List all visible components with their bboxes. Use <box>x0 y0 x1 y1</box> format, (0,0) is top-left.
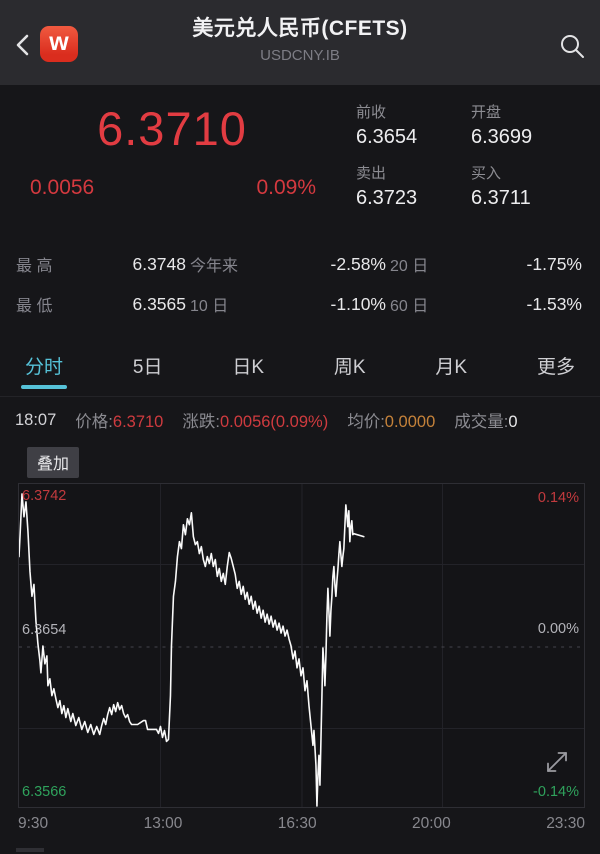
price-polyline <box>19 493 365 807</box>
search-button[interactable] <box>558 32 586 60</box>
quote-main: 6.3710 0.0056 0.09% <box>14 101 330 230</box>
last-price: 6.3710 <box>97 102 247 155</box>
field-value: 6.3723 <box>356 187 418 209</box>
wind-logo-letter: w <box>49 28 69 56</box>
tick-volume-label: 成交量: <box>454 413 509 431</box>
tick-price: 价格:6.3710 <box>75 408 163 432</box>
back-button[interactable] <box>8 28 38 62</box>
stat-label-high: 最 高 <box>16 258 53 275</box>
quote-field-bid: 买入 6.3711 <box>471 162 586 210</box>
header-titles: 美元兑人民币(CFETS) USDCNY.IB <box>0 12 600 64</box>
stats-row-2: 最 低 6.3565 10 日 -1.10% 60 日 -1.53% <box>16 284 586 324</box>
stats-section: 最 高 6.3748 今年来 -2.58% 20 日 -1.75% 最 低 6.… <box>0 230 600 335</box>
stat-value-10d: -1.10% <box>330 293 386 314</box>
chart-mid-pct-label: 0.00% <box>537 621 579 637</box>
field-value: 6.3654 <box>356 126 418 148</box>
quote-field-open: 开盘 6.3699 <box>471 101 586 149</box>
tick-price-value: 6.3710 <box>112 413 164 431</box>
stat-label-60d: 60 日 <box>390 298 429 315</box>
tick-change-value: 0.0056(0.09%) <box>219 413 329 431</box>
back-chevron-icon <box>16 34 29 56</box>
chart-low-pct-label: -0.14% <box>533 784 579 800</box>
stats-row-1: 最 高 6.3748 今年来 -2.58% 20 日 -1.75% <box>16 244 586 284</box>
tab-monthly-k[interactable]: 月K <box>435 357 468 378</box>
x-tick-2000: 20:00 <box>411 815 451 832</box>
tick-info-bar: 18:07 价格:6.3710 涨跌:0.0056(0.09%) 均价:0.00… <box>0 397 600 443</box>
field-value: 6.3699 <box>471 126 533 148</box>
chart-period-tabs: 分时 5日 日K 周K 月K 更多 <box>0 335 600 397</box>
header: w 美元兑人民币(CFETS) USDCNY.IB <box>0 0 600 85</box>
quote-section: 6.3710 0.0056 0.09% 前收 6.3654 开盘 6.3699 … <box>0 85 600 230</box>
stat-value-low: 6.3565 <box>132 293 186 314</box>
price-change-pct: 0.09% <box>256 176 316 199</box>
tab-daily-k[interactable]: 日K <box>232 357 264 378</box>
tick-change-label: 涨跌: <box>182 413 220 431</box>
stat-label-10d: 10 日 <box>190 298 229 315</box>
instrument-code: USDCNY.IB <box>260 47 340 64</box>
quote-field-prev-close: 前收 6.3654 <box>356 101 471 149</box>
stat-value-60d: -1.53% <box>526 293 582 314</box>
price-change-row: 0.0056 0.09% <box>14 176 330 200</box>
search-icon <box>561 35 584 58</box>
tab-5day[interactable]: 5日 <box>132 357 163 378</box>
chart-low-price-label: 6.3566 <box>22 784 67 800</box>
page-title: 美元兑人民币(CFETS) <box>192 17 408 40</box>
stat-label-ytd: 今年来 <box>190 258 239 275</box>
fullscreen-expand-icon[interactable] <box>540 745 574 779</box>
chart-mid-price-label: 6.3654 <box>22 622 67 638</box>
x-axis-labels: 9:30 13:00 16:30 20:00 23:30 <box>18 815 585 833</box>
field-label: 开盘 <box>471 104 502 121</box>
x-tick-2330: 23:30 <box>546 815 585 832</box>
tick-volume: 成交量:0 <box>454 408 517 432</box>
stat-label-20d: 20 日 <box>390 258 429 275</box>
tick-time: 18:07 <box>15 410 57 429</box>
wind-logo: w <box>40 26 78 62</box>
tick-avg-value: 0.0000 <box>384 413 436 431</box>
chart-high-price-label: 6.3742 <box>22 488 67 504</box>
stat-label-low: 最 低 <box>16 298 53 315</box>
quote-field-ask: 卖出 6.3723 <box>356 162 471 210</box>
tick-price-label: 价格: <box>75 413 113 431</box>
tick-avg: 均价:0.0000 <box>347 408 435 432</box>
tick-avg-label: 均价: <box>347 413 385 431</box>
tab-intraday[interactable]: 分时 <box>25 335 63 396</box>
cutoff-row-artifact <box>16 848 44 852</box>
stat-value-high: 6.3748 <box>132 253 186 274</box>
chart-section: 叠加 6.3742 0.14% 6.3654 0.00% 6.3566 -0.1… <box>0 443 600 833</box>
stat-value-20d: -1.75% <box>526 253 582 274</box>
x-tick-1630: 16:30 <box>277 815 317 832</box>
price-change: 0.0056 <box>30 176 95 199</box>
overlay-compare-button[interactable]: 叠加 <box>27 447 80 478</box>
quote-grid: 前收 6.3654 开盘 6.3699 卖出 6.3723 买入 6.3711 <box>330 101 586 230</box>
tab-more[interactable]: 更多 <box>536 357 575 378</box>
field-label: 卖出 <box>356 165 387 182</box>
intraday-chart[interactable]: 6.3742 0.14% 6.3654 0.00% 6.3566 -0.14% <box>18 483 585 808</box>
field-label: 买入 <box>471 165 502 182</box>
stat-value-ytd: -2.58% <box>330 253 386 274</box>
x-tick-0930: 9:30 <box>18 815 49 832</box>
chart-plot-svg <box>19 484 584 807</box>
chart-high-pct-label: 0.14% <box>537 490 579 506</box>
field-label: 前收 <box>356 104 387 121</box>
x-tick-1300: 13:00 <box>143 815 183 832</box>
field-value: 6.3711 <box>471 187 531 209</box>
tick-volume-value: 0 <box>508 413 518 431</box>
tab-weekly-k[interactable]: 周K <box>333 357 366 378</box>
tick-change: 涨跌:0.0056(0.09%) <box>182 408 328 432</box>
